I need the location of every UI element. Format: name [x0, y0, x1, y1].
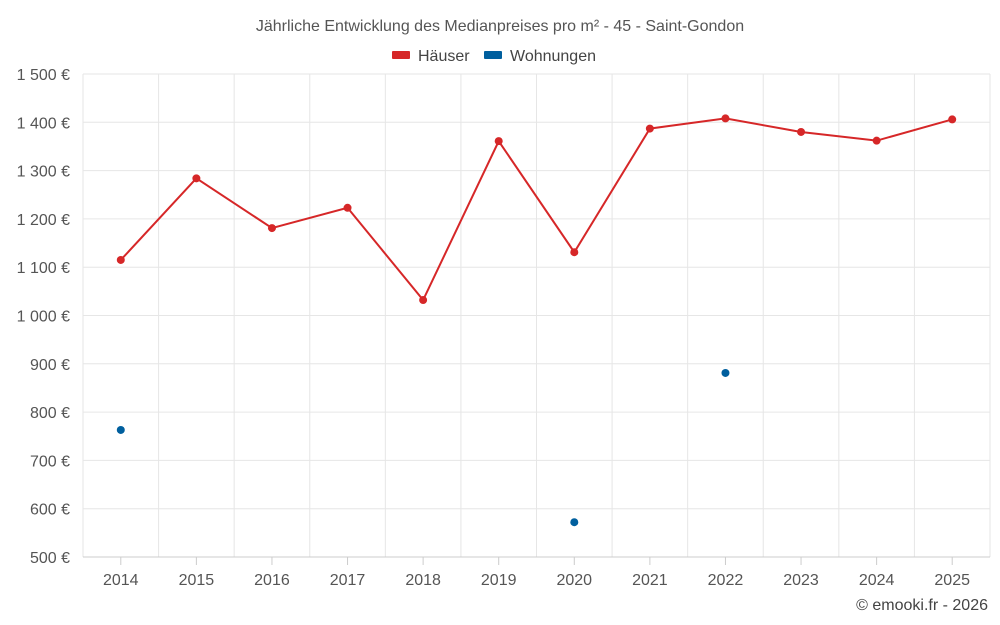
data-point-haeuser[interactable]: [419, 296, 428, 305]
data-point-wohnungen[interactable]: [570, 518, 579, 527]
legend: Häuser Wohnungen: [392, 48, 596, 65]
y-tick-label: 1 000 €: [17, 309, 70, 326]
y-tick-label: 1 500 €: [17, 67, 70, 84]
y-axis: 1 500 € 1 400 € 1 300 € 1 200 € 1 100 € 1 000…: [17, 67, 70, 567]
legend-item-haeuser[interactable]: Häuser: [392, 48, 470, 65]
x-axis: 2014 2015 2016 2017 2018 2019 2020 2021 2022 2023…: [83, 556, 990, 589]
chart-title: Jährliche Entwicklung des Medianpreises …: [256, 18, 744, 35]
y-tick-label: 1 300 €: [17, 164, 70, 181]
x-tick-label: 2021: [632, 572, 668, 589]
legend-item-wohnungen[interactable]: Wohnungen: [484, 48, 596, 65]
x-tick-label: 2023: [783, 572, 819, 589]
series-line-haeuser: [120, 117, 953, 302]
series: [116, 114, 957, 527]
y-tick-label: 800 €: [30, 405, 70, 422]
y-tick-label: 1 200 €: [17, 212, 70, 229]
legend-label-haeuser: Häuser: [418, 48, 470, 65]
y-tick-label: 1 100 €: [17, 260, 70, 277]
y-tick-label: 1 400 €: [17, 115, 70, 132]
x-tick-label: 2020: [556, 572, 592, 589]
data-point-haeuser[interactable]: [797, 127, 806, 136]
legend-swatch-haeuser: [392, 51, 410, 59]
data-point-haeuser[interactable]: [872, 136, 881, 145]
data-point-haeuser[interactable]: [192, 174, 201, 183]
legend-swatch-wohnungen: [484, 51, 502, 59]
x-tick-label: 2022: [708, 572, 744, 589]
x-tick-label: 2015: [179, 572, 215, 589]
data-point-wohnungen[interactable]: [116, 425, 125, 434]
grid: [82, 73, 991, 557]
x-tick-label: 2025: [934, 572, 970, 589]
data-point-haeuser[interactable]: [721, 114, 730, 123]
data-point-haeuser[interactable]: [343, 203, 352, 212]
data-point-haeuser[interactable]: [948, 115, 957, 124]
data-point-haeuser[interactable]: [267, 224, 276, 233]
x-tick-label: 2017: [330, 572, 366, 589]
x-tick-label: 2019: [481, 572, 517, 589]
legend-label-wohnungen: Wohnungen: [510, 48, 596, 65]
x-tick-label: 2014: [103, 572, 139, 589]
y-tick-label: 900 €: [30, 357, 70, 374]
y-tick-label: 600 €: [30, 502, 70, 519]
data-point-wohnungen[interactable]: [721, 368, 730, 377]
x-tick-label: 2016: [254, 572, 290, 589]
data-point-haeuser[interactable]: [494, 137, 503, 146]
data-point-haeuser[interactable]: [645, 124, 654, 133]
data-point-haeuser[interactable]: [116, 255, 125, 264]
y-tick-label: 700 €: [30, 453, 70, 470]
credit-text: © emooki.fr - 2026: [856, 597, 988, 614]
x-tick-label: 2018: [405, 572, 441, 589]
y-tick-label: 500 €: [30, 550, 70, 567]
x-tick-label: 2024: [859, 572, 895, 589]
data-point-haeuser[interactable]: [570, 248, 579, 257]
